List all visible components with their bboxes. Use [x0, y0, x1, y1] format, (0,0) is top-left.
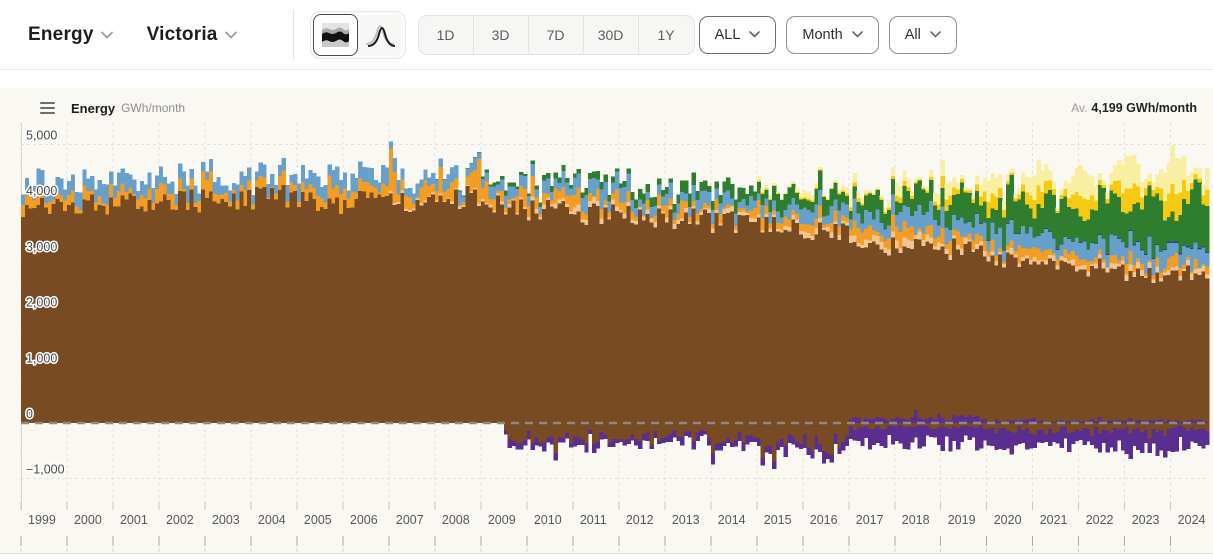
svg-text:2011: 2011 — [580, 513, 607, 527]
time-range-group: 1D 3D 7D 30D 1Y — [417, 14, 695, 55]
svg-text:2003: 2003 — [212, 513, 240, 527]
chevron-down-icon — [224, 31, 237, 39]
chart-style-distribution-button[interactable] — [357, 13, 403, 56]
region-label: Victoria — [146, 23, 218, 45]
energy-stacked-chart[interactable]: 5,000 4,000 3,000 2,000 1,000 0 −1,000 1999 2000… — [0, 120, 1213, 555]
svg-text:0: 0 — [26, 407, 33, 421]
interval-dropdown[interactable]: Month — [786, 15, 879, 54]
toolbar-divider — [292, 9, 294, 60]
region-dropdown[interactable]: Victoria — [147, 24, 237, 46]
svg-text:2015: 2015 — [764, 513, 792, 527]
chevron-down-icon — [749, 31, 761, 38]
svg-text:2012: 2012 — [626, 513, 654, 527]
toolbar-panel-gap — [0, 70, 1213, 88]
range-button-30d[interactable]: 30D — [584, 15, 639, 54]
svg-text:2009: 2009 — [488, 513, 516, 527]
svg-text:2004: 2004 — [258, 513, 286, 527]
range-button-1d[interactable]: 1D — [419, 15, 474, 54]
svg-text:2010: 2010 — [534, 513, 562, 527]
top-toolbar: Energy Victoria 1D 3D 7D 30D 1Y ALL Month — [0, 0, 1213, 70]
svg-text:2013: 2013 — [672, 513, 700, 527]
svg-text:2008: 2008 — [442, 513, 470, 527]
svg-text:2016: 2016 — [810, 513, 838, 527]
svg-text:2,000: 2,000 — [26, 296, 57, 310]
svg-text:1,000: 1,000 — [26, 351, 57, 365]
svg-text:2020: 2020 — [994, 513, 1022, 527]
chart-units: GWh/month — [121, 101, 186, 115]
svg-text:4,000: 4,000 — [26, 184, 57, 198]
stacked-area-icon — [321, 22, 349, 47]
chevron-down-icon — [851, 31, 863, 38]
svg-text:2022: 2022 — [1086, 513, 1114, 527]
svg-text:2019: 2019 — [948, 513, 976, 527]
chart-style-stacked-button[interactable] — [312, 13, 358, 56]
range-button-3d[interactable]: 3D — [474, 15, 529, 54]
svg-text:−1,000: −1,000 — [26, 463, 65, 477]
svg-text:2005: 2005 — [304, 513, 332, 527]
svg-text:2006: 2006 — [350, 513, 378, 527]
svg-text:2017: 2017 — [856, 513, 884, 527]
svg-text:3,000: 3,000 — [26, 240, 57, 254]
svg-text:2024: 2024 — [1178, 513, 1206, 527]
svg-text:1999: 1999 — [28, 513, 56, 527]
filter-label: All — [904, 26, 921, 43]
chart-average: Av. 4,199 GWh/month — [1071, 101, 1197, 115]
chart-title: Energy — [71, 100, 116, 116]
svg-text:2021: 2021 — [1040, 513, 1068, 527]
metric-label: Energy — [28, 23, 94, 45]
average-prefix: Av. — [1071, 101, 1088, 115]
range-all-dropdown[interactable]: ALL — [698, 15, 777, 54]
chart-panel-header: Energy GWh/month Av. 4,199 GWh/month — [0, 88, 1213, 120]
metric-dropdown[interactable]: Energy — [28, 24, 113, 46]
range-all-label: ALL — [714, 26, 741, 43]
svg-text:2007: 2007 — [396, 513, 424, 527]
chart-panel: Energy GWh/month Av. 4,199 GWh/month 5,00… — [0, 88, 1213, 555]
stacked-bars[interactable] — [21, 141, 1210, 469]
x-axis: 1999 2000 2001 2002 2003 2004 2005 2006 2007 2008… — [0, 502, 1213, 555]
chevron-down-icon — [100, 31, 113, 39]
svg-text:2002: 2002 — [166, 513, 194, 527]
filter-dropdown[interactable]: All — [888, 15, 957, 54]
chevron-down-icon — [930, 31, 941, 38]
chart-style-toggle — [309, 10, 406, 59]
svg-text:2000: 2000 — [74, 513, 102, 527]
svg-text:2023: 2023 — [1132, 513, 1160, 527]
interval-label: Month — [802, 26, 843, 43]
average-value: 4,199 GWh/month — [1091, 101, 1197, 115]
range-button-1y[interactable]: 1Y — [639, 16, 694, 54]
menu-icon[interactable] — [38, 100, 57, 116]
svg-text:2014: 2014 — [718, 513, 746, 527]
svg-text:2001: 2001 — [120, 513, 148, 527]
distribution-curve-icon — [365, 24, 396, 47]
svg-text:2018: 2018 — [902, 513, 930, 527]
y-axis-labels: 5,000 4,000 3,000 2,000 1,000 0 −1,000 — [25, 127, 67, 478]
range-button-7d[interactable]: 7D — [529, 15, 584, 54]
svg-text:5,000: 5,000 — [26, 129, 57, 143]
